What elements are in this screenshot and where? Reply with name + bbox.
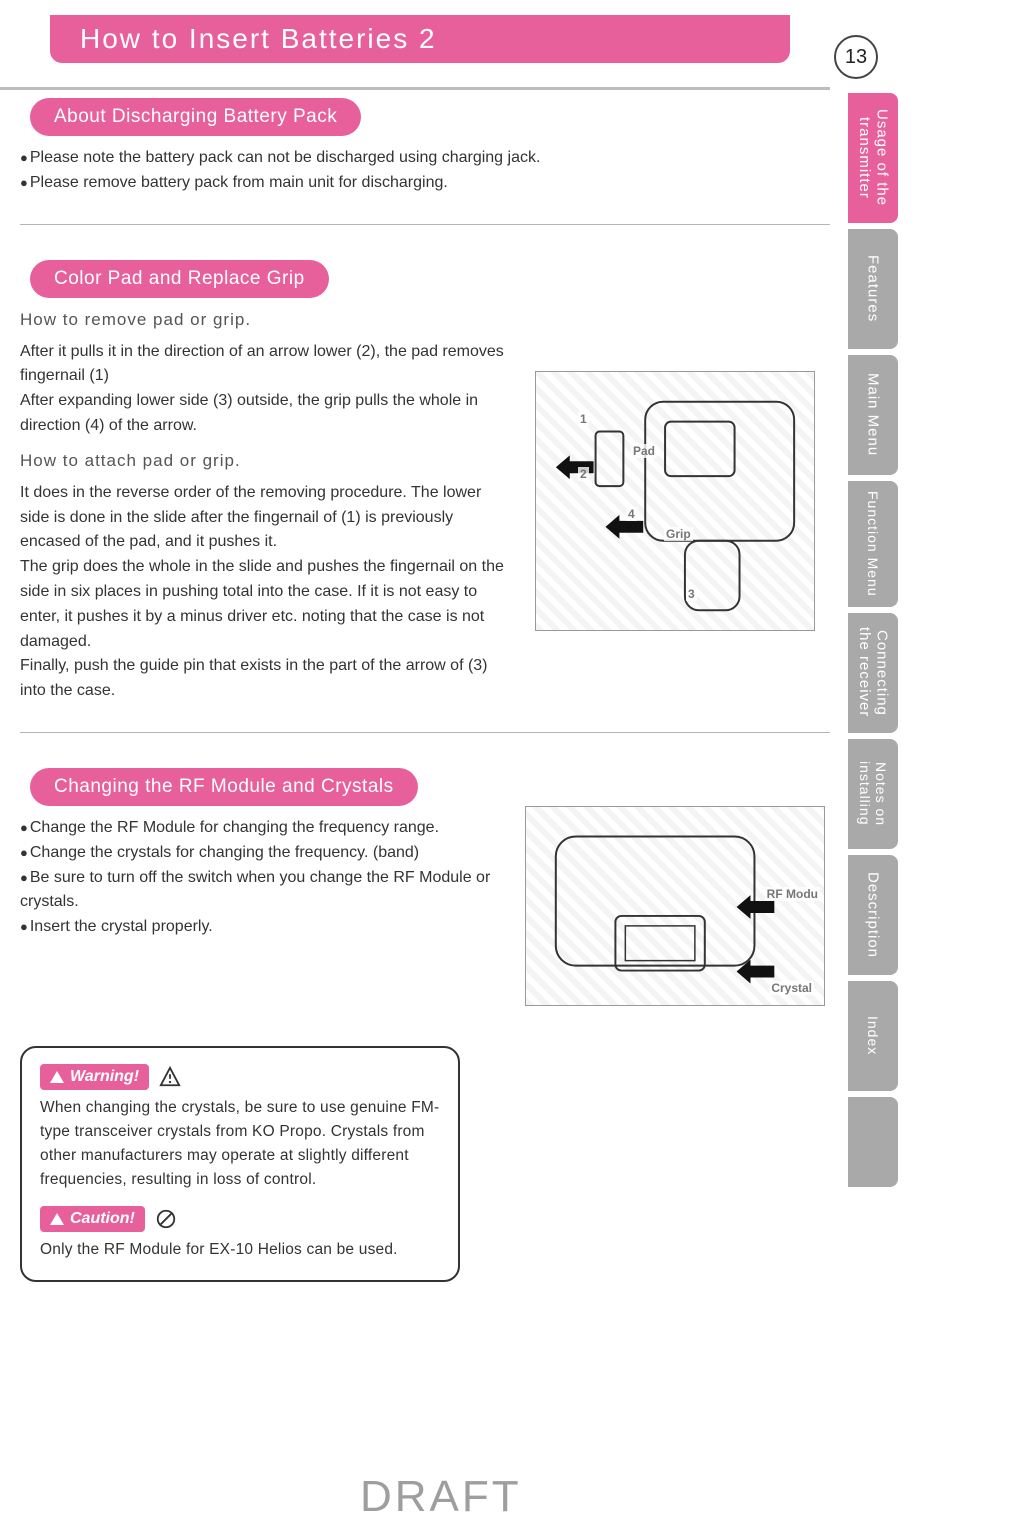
discharge-bullet-1: Please note the battery pack can not be … [20, 146, 830, 171]
side-tabs: Usage of the transmitter Features Main M… [848, 93, 898, 1193]
figure-transmitter-grip: 1 2 3 4 Pad Grip [535, 371, 815, 631]
page-number: 13 [845, 46, 867, 69]
rf-bullet-2: Change the crystals for changing the fre… [20, 841, 510, 866]
warning-triangle-icon [50, 1071, 64, 1083]
rf-bullet-1: Change the RF Module for changing the fr… [20, 816, 510, 841]
warning-text: When changing the crystals, be sure to u… [40, 1096, 440, 1192]
section-colorpad: Color Pad and Replace Grip How to remove… [10, 260, 840, 704]
rf-bullet-3: Be sure to turn off the switch when you … [20, 866, 510, 916]
colorpad-sub2: How to attach pad or grip. [20, 451, 510, 471]
section-divider-1 [20, 224, 830, 225]
alert-box: Warning! When changing the crystals, be … [20, 1046, 460, 1282]
caution-text: Only the RF Module for EX-10 Helios can … [40, 1238, 440, 1262]
figure-label-crystal: Crystal [769, 981, 814, 995]
figure-label-1: 1 [578, 412, 589, 426]
page-number-badge: 13 [834, 35, 878, 79]
caution-badge: Caution! [40, 1206, 145, 1232]
tab-connecting[interactable]: Connecting the receiver [848, 613, 898, 733]
figure-label-rf: RF Modu [765, 887, 820, 901]
section-divider-2 [20, 732, 830, 733]
draft-watermark: DRAFT [360, 1472, 522, 1522]
tab-description[interactable]: Description [848, 855, 898, 975]
warning-outline-icon [159, 1066, 181, 1088]
caution-triangle-icon [50, 1213, 64, 1225]
tab-main-menu[interactable]: Main Menu [848, 355, 898, 475]
page-title-bar: How to Insert Batteries 2 [50, 15, 790, 63]
header-divider [0, 87, 830, 90]
tab-features[interactable]: Features [848, 229, 898, 349]
figure-rf-module: RF Modu Crystal [525, 806, 825, 1006]
prohibit-icon [155, 1208, 177, 1230]
colorpad-sub2-body: It does in the reverse order of the remo… [20, 481, 510, 704]
colorpad-sub1-body: After it pulls it in the direction of an… [20, 340, 510, 439]
colorpad-sub1: How to remove pad or grip. [20, 310, 510, 330]
tab-function-menu[interactable]: Function Menu [848, 481, 898, 607]
section-heading-colorpad: Color Pad and Replace Grip [30, 260, 329, 298]
caution-label: Caution! [70, 1210, 135, 1228]
tab-usage[interactable]: Usage of the transmitter [848, 93, 898, 223]
section-heading-rfmodule: Changing the RF Module and Crystals [30, 768, 418, 806]
section-rfmodule: Changing the RF Module and Crystals Chan… [10, 768, 840, 1006]
figure-label-3: 3 [686, 587, 697, 601]
figure-label-grip: Grip [664, 527, 693, 541]
rf-bullet-4: Insert the crystal properly. [20, 915, 510, 940]
figure-label-4: 4 [626, 507, 637, 521]
tab-blank [848, 1097, 898, 1187]
section-discharge: About Discharging Battery Pack Please no… [10, 98, 840, 196]
page-title: How to Insert Batteries 2 [80, 23, 437, 55]
tab-notes[interactable]: Notes on installing [848, 739, 898, 849]
section-heading-discharge: About Discharging Battery Pack [30, 98, 361, 136]
warning-badge: Warning! [40, 1064, 149, 1090]
figure-label-pad: Pad [631, 444, 657, 458]
tab-index[interactable]: Index [848, 981, 898, 1091]
figure-label-2: 2 [578, 467, 589, 481]
discharge-bullet-2: Please remove battery pack from main uni… [20, 171, 830, 196]
warning-label: Warning! [70, 1068, 139, 1086]
